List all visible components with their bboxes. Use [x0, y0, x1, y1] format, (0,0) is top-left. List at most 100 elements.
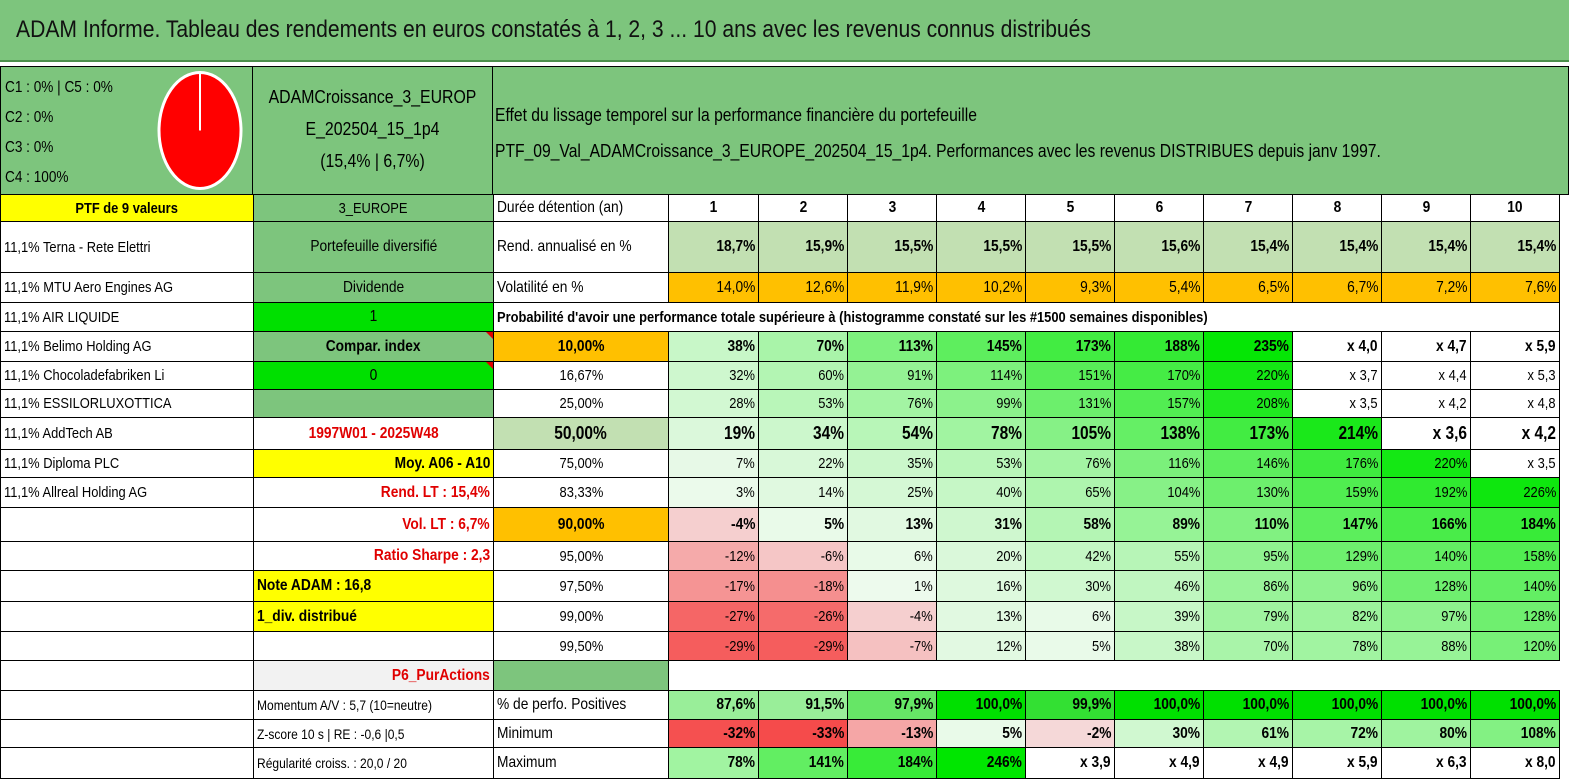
prob-value-text: 131%	[1077, 395, 1111, 412]
empty-cell	[0, 507, 254, 542]
prob-value: 192%	[1381, 477, 1471, 508]
vol-value-text: 7,2%	[1435, 278, 1467, 296]
prob-value: x 4,0	[1292, 331, 1382, 362]
prob-value: 60%	[758, 361, 848, 390]
prob-value-text: 116%	[1167, 455, 1200, 472]
empty-cell	[0, 660, 254, 691]
prob-value-text: -12%	[724, 547, 755, 565]
prob-value-text: 188%	[1164, 337, 1200, 355]
vol-row: 11,1% MTU Aero Engines AG Dividende Volati…	[0, 272, 1560, 303]
one-value-text: 1	[369, 308, 378, 325]
prob-value-text: 159%	[1344, 484, 1378, 501]
prob-value: 1%	[847, 570, 937, 602]
stock-name: 11,1% Allreal Holding AG	[0, 477, 254, 508]
prob-value-text: 22%	[818, 455, 844, 472]
prob-value: 131%	[1025, 389, 1115, 418]
fund-name: ADAMCroissance_3_EUROP	[268, 87, 477, 107]
prob-threshold-text: 99,00%	[559, 608, 603, 625]
div-label-text: 1_div. distribué	[257, 607, 357, 625]
maximum-value-text: 246%	[986, 754, 1022, 771]
zscore-label-text: Z-score 10 s | RE : -0,6 |0,5	[257, 725, 405, 742]
prob-value: 46%	[1114, 570, 1204, 602]
prob-value-text: 128%	[1522, 608, 1556, 625]
prob-value: 140%	[1381, 541, 1471, 571]
prob-value-text: x 4,7	[1436, 337, 1467, 355]
table-body: PTF de 9 valeurs 3_EUROPE Durée détention …	[0, 194, 1560, 779]
minimum-value-text: 72%	[1350, 724, 1378, 742]
prob-value: 5%	[758, 507, 848, 542]
rend-value: 15,6%	[1114, 221, 1204, 273]
prob-value: 55%	[1114, 541, 1204, 571]
prob-value-text: 140%	[1522, 577, 1556, 595]
maximum-label-text: Maximum	[497, 754, 557, 771]
rend-value-text: 15,5%	[982, 238, 1022, 255]
prob-value: 89%	[1114, 507, 1204, 542]
p6-label: P6_PurActions	[253, 660, 494, 691]
rend-value-text: 15,6%	[1160, 238, 1200, 255]
prob-value-text: 25%	[907, 484, 933, 501]
prob-threshold: 97,50%	[493, 570, 669, 602]
prob-row: 1_div. distribué 99,00% -27% -26% -4% 13% 6% 39…	[0, 601, 1560, 632]
positives-value: 100,0%	[1203, 690, 1293, 720]
prob-value: 6%	[1025, 601, 1115, 632]
prob-value-text: 12%	[996, 637, 1022, 655]
prob-value: 130%	[1203, 477, 1293, 508]
composition-line: C3 : 0%	[5, 139, 54, 156]
prob-value-text: 20%	[996, 547, 1022, 565]
rend-value: 15,5%	[847, 221, 937, 273]
rend-value: 15,5%	[936, 221, 1026, 273]
prob-value-text: -4%	[730, 515, 755, 533]
vol-value-text: 10,2%	[982, 278, 1022, 296]
prob-value: 208%	[1203, 389, 1293, 418]
year-header: 1	[668, 194, 759, 222]
minimum-value: -32%	[668, 719, 759, 748]
moy-label: Moy. A06 - A10	[253, 449, 494, 478]
prob-value: 58%	[1025, 507, 1115, 542]
maximum-value: 184%	[847, 747, 937, 779]
empty-cell	[0, 541, 254, 571]
prob-value-text: 173%	[1075, 337, 1111, 355]
prob-value-text: 54%	[902, 423, 933, 443]
prob-value: 35%	[847, 449, 937, 478]
year-header-text: 9	[1422, 199, 1430, 216]
prob-value: 76%	[847, 389, 937, 418]
ptf-label: PTF de 9 valeurs	[0, 194, 254, 222]
minimum-value: -33%	[758, 719, 848, 748]
prob-value: 79%	[1203, 601, 1293, 632]
minimum-value: -2%	[1025, 719, 1115, 748]
prob-value: -17%	[668, 570, 759, 602]
prob-value-text: 113%	[898, 337, 933, 355]
report-title: ADAM Informe. Tableau des rendements en …	[0, 0, 1569, 62]
vol-value: 7,6%	[1470, 272, 1560, 303]
performance-table: PTF de 9 valeurs 3_EUROPE Durée détention …	[0, 194, 1560, 779]
vol-value: 14,0%	[668, 272, 759, 303]
diversified-label: Portefeuille diversifié	[253, 221, 494, 273]
effect-panel: Effet du lissage temporel sur la perform…	[492, 66, 1569, 195]
empty-cell	[0, 690, 254, 720]
rend-value: 15,4%	[1292, 221, 1382, 273]
prob-value: 16%	[936, 570, 1026, 602]
prob-value: 104%	[1114, 477, 1204, 508]
prob-value-text: 46%	[1174, 577, 1200, 595]
effect-line1: Effet du lissage temporel sur la perform…	[495, 105, 977, 125]
prob-value-text: 114%	[989, 367, 1022, 384]
prob-value-text: 130%	[1255, 484, 1289, 501]
prob-value: 170%	[1114, 361, 1204, 390]
prob-value: 13%	[847, 507, 937, 542]
positives-value: 100,0%	[1381, 690, 1471, 720]
prob-value-text: x 3,5	[1528, 455, 1556, 472]
rend-value-text: 15,4%	[1338, 238, 1378, 255]
prob-value: 159%	[1292, 477, 1382, 508]
minimum-value: 72%	[1292, 719, 1382, 748]
year-header-text: 3	[888, 199, 896, 216]
prob-value-text: x 3,7	[1350, 367, 1378, 384]
rend-value: 15,4%	[1470, 221, 1560, 273]
prob-value: 22%	[758, 449, 848, 478]
empty-cell	[0, 601, 254, 632]
prob-value: 3%	[668, 477, 759, 508]
prob-value-text: 220%	[1255, 367, 1289, 384]
prob-value: -4%	[847, 601, 937, 632]
prob-value: x 5,3	[1470, 361, 1560, 390]
sharpe-label-text: Ratio Sharpe : 2,3	[373, 547, 490, 564]
year-header-text: 8	[1333, 199, 1341, 216]
